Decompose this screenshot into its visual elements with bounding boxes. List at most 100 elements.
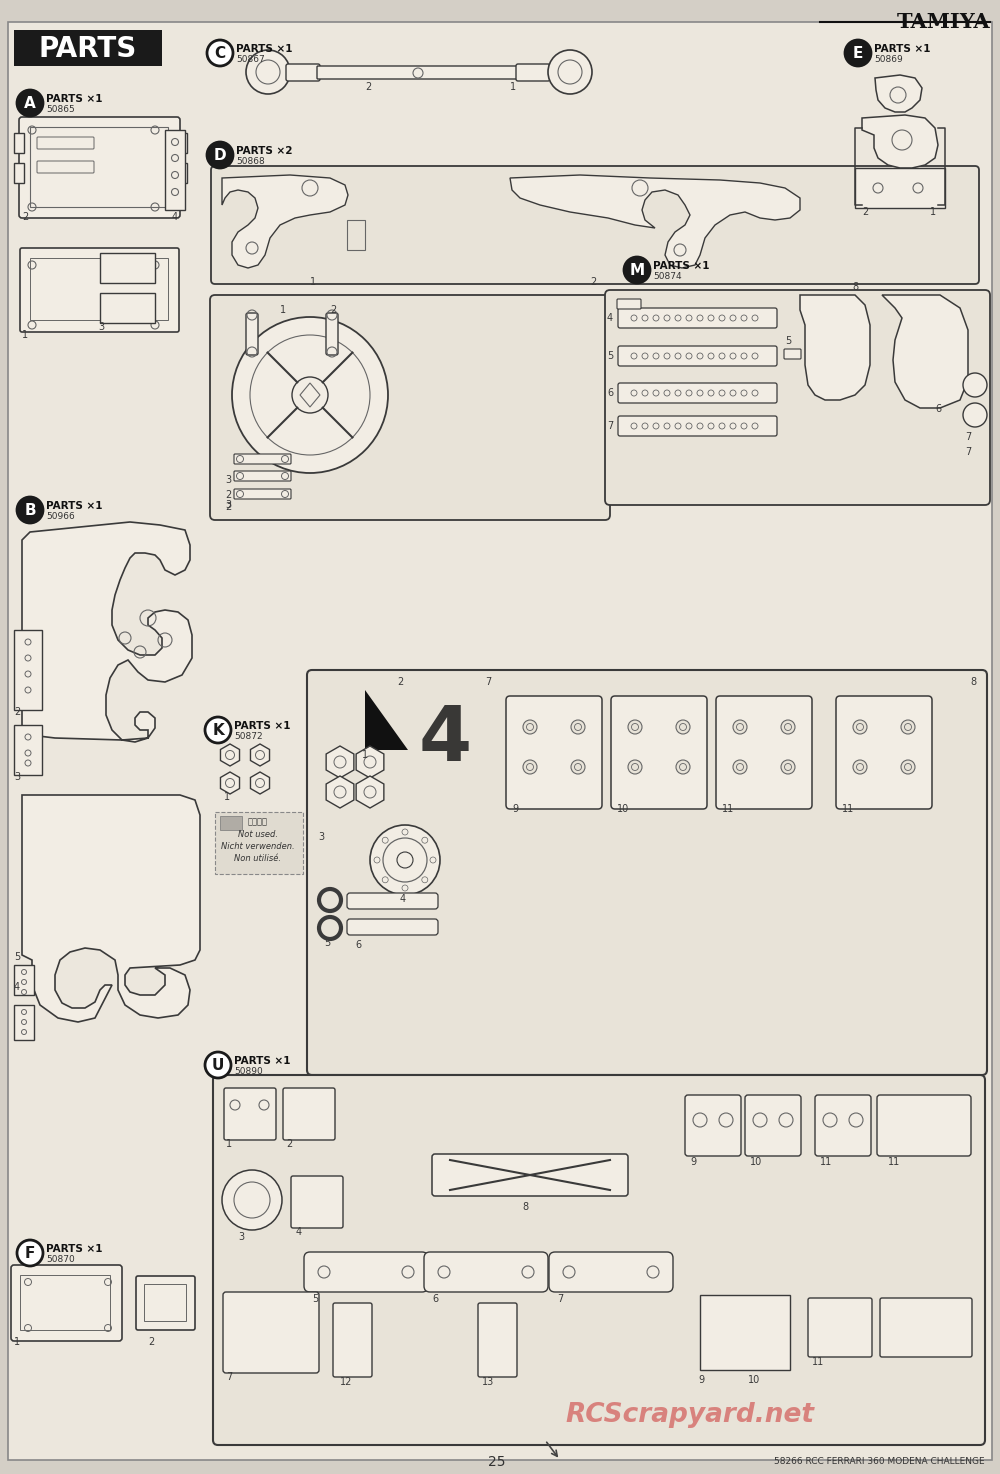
- Text: PARTS ×1: PARTS ×1: [236, 44, 292, 55]
- Text: 50874: 50874: [653, 271, 682, 280]
- FancyBboxPatch shape: [307, 671, 987, 1075]
- Text: 1: 1: [362, 750, 368, 761]
- Text: 1: 1: [930, 206, 936, 217]
- FancyBboxPatch shape: [549, 1251, 673, 1293]
- FancyBboxPatch shape: [815, 1095, 871, 1156]
- Text: 8: 8: [852, 282, 858, 292]
- Polygon shape: [356, 775, 384, 808]
- Text: 10: 10: [750, 1157, 762, 1167]
- Text: 50872: 50872: [234, 731, 263, 740]
- Text: 11: 11: [888, 1157, 900, 1167]
- Bar: [165, 130, 185, 209]
- Polygon shape: [220, 744, 240, 766]
- FancyBboxPatch shape: [326, 312, 338, 355]
- Bar: [14, 164, 24, 183]
- Text: 4: 4: [172, 212, 178, 223]
- Bar: [347, 220, 365, 251]
- Text: 2: 2: [225, 489, 231, 500]
- Text: PARTS ×1: PARTS ×1: [234, 1055, 290, 1066]
- Text: 11: 11: [722, 803, 734, 814]
- Polygon shape: [510, 175, 800, 268]
- Text: 7: 7: [226, 1372, 232, 1383]
- Bar: [220, 817, 242, 830]
- Polygon shape: [862, 115, 938, 168]
- FancyBboxPatch shape: [618, 346, 777, 366]
- Text: 5: 5: [14, 952, 20, 963]
- FancyBboxPatch shape: [223, 1293, 319, 1372]
- Text: TAMIYA: TAMIYA: [896, 12, 990, 32]
- FancyBboxPatch shape: [291, 1176, 343, 1228]
- Circle shape: [628, 719, 642, 734]
- Circle shape: [205, 716, 231, 743]
- Text: 6: 6: [432, 1294, 438, 1304]
- Text: 7: 7: [557, 1294, 563, 1304]
- Polygon shape: [800, 295, 870, 399]
- FancyBboxPatch shape: [618, 416, 777, 436]
- FancyBboxPatch shape: [283, 1088, 335, 1139]
- FancyBboxPatch shape: [213, 1075, 985, 1445]
- Circle shape: [963, 373, 987, 397]
- Circle shape: [676, 719, 690, 734]
- Text: 8: 8: [522, 1201, 528, 1212]
- FancyBboxPatch shape: [516, 63, 550, 81]
- FancyBboxPatch shape: [618, 308, 777, 329]
- FancyBboxPatch shape: [745, 1095, 801, 1156]
- Circle shape: [370, 825, 440, 895]
- Text: 50870: 50870: [46, 1254, 75, 1263]
- Polygon shape: [356, 746, 384, 778]
- Bar: [20, 1275, 110, 1330]
- Text: PARTS ×1: PARTS ×1: [874, 44, 930, 55]
- Bar: [14, 133, 24, 153]
- Text: PARTS ×1: PARTS ×1: [234, 721, 290, 731]
- FancyBboxPatch shape: [136, 1276, 195, 1330]
- Circle shape: [382, 877, 388, 883]
- Circle shape: [17, 1240, 43, 1266]
- FancyBboxPatch shape: [234, 472, 291, 481]
- Circle shape: [17, 497, 43, 523]
- FancyBboxPatch shape: [880, 1299, 972, 1358]
- Text: 25: 25: [488, 1455, 506, 1470]
- FancyBboxPatch shape: [605, 290, 990, 506]
- Polygon shape: [700, 1296, 790, 1369]
- Text: 3: 3: [238, 1232, 244, 1243]
- Circle shape: [246, 50, 290, 94]
- Text: 9: 9: [512, 803, 518, 814]
- Text: 9: 9: [690, 1157, 696, 1167]
- Text: A: A: [24, 96, 36, 111]
- Text: 1: 1: [510, 83, 516, 91]
- Circle shape: [422, 877, 428, 883]
- FancyBboxPatch shape: [432, 1154, 628, 1195]
- Circle shape: [571, 761, 585, 774]
- Bar: [30, 127, 168, 206]
- Text: Non utilisé.: Non utilisé.: [234, 853, 282, 862]
- Bar: [14, 965, 34, 995]
- FancyBboxPatch shape: [478, 1303, 517, 1377]
- FancyBboxPatch shape: [333, 1303, 372, 1377]
- FancyBboxPatch shape: [317, 66, 519, 80]
- Polygon shape: [882, 295, 968, 408]
- Text: 6: 6: [355, 940, 361, 951]
- FancyBboxPatch shape: [11, 1265, 122, 1341]
- Circle shape: [853, 719, 867, 734]
- Text: 11: 11: [842, 803, 854, 814]
- Text: 1: 1: [224, 792, 230, 802]
- Text: 7: 7: [965, 432, 971, 442]
- Circle shape: [781, 719, 795, 734]
- Bar: [855, 168, 945, 208]
- Text: 2: 2: [286, 1139, 292, 1150]
- Circle shape: [548, 50, 592, 94]
- Text: 8: 8: [970, 677, 976, 687]
- Bar: [14, 29, 162, 66]
- Circle shape: [232, 317, 388, 473]
- Text: 3: 3: [225, 500, 231, 510]
- Bar: [30, 258, 168, 320]
- Text: Nicht verwenden.: Nicht verwenden.: [221, 842, 295, 850]
- FancyBboxPatch shape: [19, 116, 180, 218]
- Text: 12: 12: [340, 1377, 352, 1387]
- Text: D: D: [214, 147, 226, 162]
- Text: 9: 9: [698, 1375, 704, 1386]
- Circle shape: [207, 142, 233, 168]
- Circle shape: [207, 40, 233, 66]
- Text: 1: 1: [22, 330, 28, 340]
- Text: 2: 2: [862, 206, 868, 217]
